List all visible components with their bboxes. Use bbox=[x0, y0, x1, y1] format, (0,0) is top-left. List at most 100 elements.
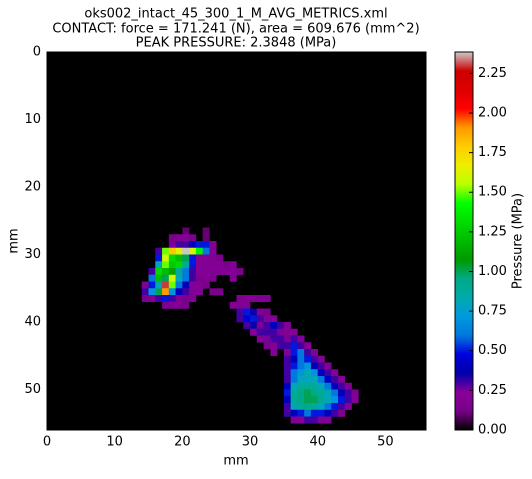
heatmap-cell bbox=[202, 247, 210, 255]
heatmap-cell bbox=[304, 376, 312, 384]
heatmap-cell bbox=[189, 274, 197, 282]
x-tick-label: 20 bbox=[174, 435, 191, 450]
heatmap-cell bbox=[297, 416, 305, 424]
heatmap-cell bbox=[331, 389, 339, 397]
heatmap-cell bbox=[216, 254, 224, 262]
heatmap-cell bbox=[175, 301, 183, 309]
heatmap-cell bbox=[310, 355, 319, 363]
heatmap-cell bbox=[283, 396, 291, 404]
chart-subtitle: CONTACT: force = 171.241 (N), area = 609… bbox=[52, 22, 419, 37]
heatmap-cell bbox=[270, 349, 278, 357]
heatmap-cell bbox=[168, 268, 176, 276]
heatmap-cell bbox=[168, 234, 176, 242]
x-axis-label: mm bbox=[223, 454, 248, 469]
heatmap-cell bbox=[175, 234, 183, 242]
heatmap-cell bbox=[331, 409, 339, 417]
heatmap-cell bbox=[229, 301, 237, 309]
plot-frame bbox=[46, 51, 427, 431]
heatmap-cell bbox=[243, 315, 251, 323]
colorbar-tick-label: 2.00 bbox=[478, 105, 507, 120]
heatmap-cell bbox=[175, 261, 183, 269]
heatmap-cell bbox=[283, 362, 291, 370]
heatmap-cell bbox=[277, 328, 285, 336]
heatmap-cell bbox=[162, 295, 170, 303]
heatmap-cell bbox=[202, 254, 210, 262]
x-tick-label: 40 bbox=[309, 435, 326, 450]
heatmap-cell bbox=[229, 268, 237, 276]
heatmap-cell bbox=[182, 227, 190, 235]
heatmap-cell bbox=[189, 241, 197, 249]
heatmap-cell bbox=[317, 382, 325, 390]
heatmap-cell bbox=[297, 362, 305, 370]
heatmap-cell bbox=[236, 295, 244, 303]
heatmap-cell bbox=[297, 369, 305, 377]
heatmap-cell bbox=[338, 409, 346, 417]
y-tick-label: 30 bbox=[24, 247, 41, 262]
heatmap-cell bbox=[162, 281, 170, 289]
colorbar-label: Pressure (MPa) bbox=[511, 193, 526, 289]
heatmap-cell bbox=[304, 396, 312, 404]
heatmap-cell bbox=[189, 261, 197, 269]
colorbar bbox=[454, 51, 474, 431]
heatmap-cell bbox=[277, 322, 285, 330]
heatmap-cell bbox=[317, 369, 325, 377]
heatmap-cell bbox=[168, 241, 176, 249]
colorbar-tick-label: 1.25 bbox=[478, 224, 507, 239]
heatmap-cell bbox=[331, 369, 339, 377]
heatmap-cell bbox=[222, 261, 231, 269]
heatmap-cell bbox=[202, 281, 210, 289]
heatmap-cell bbox=[256, 322, 264, 330]
heatmap-cell bbox=[202, 261, 210, 269]
heatmap-cell bbox=[290, 328, 298, 336]
heatmap-cell bbox=[310, 416, 319, 424]
heatmap-cell bbox=[344, 396, 352, 404]
heatmap-cell bbox=[263, 342, 271, 350]
heatmap-cell bbox=[263, 328, 271, 336]
heatmap-cell bbox=[182, 301, 190, 309]
heatmap-cell bbox=[290, 376, 298, 384]
heatmap-cell bbox=[256, 315, 264, 323]
heatmap-cell bbox=[317, 376, 325, 384]
heatmap-cell bbox=[195, 274, 203, 282]
heatmap-cell bbox=[297, 355, 305, 363]
x-tick-label: 10 bbox=[106, 435, 123, 450]
x-tick-label: 50 bbox=[377, 435, 394, 450]
heatmap-cell bbox=[189, 295, 197, 303]
y-tick-label: 20 bbox=[24, 180, 41, 195]
heatmap-cell bbox=[290, 369, 298, 377]
heatmap-cell bbox=[263, 308, 271, 316]
heatmap-cell bbox=[195, 261, 203, 269]
heatmap-cell bbox=[304, 403, 312, 411]
heatmap-cell bbox=[189, 281, 197, 289]
heatmap-cell bbox=[155, 274, 163, 282]
heatmap-cell bbox=[324, 389, 332, 397]
heatmap-cell bbox=[317, 409, 325, 417]
heatmap-cell bbox=[310, 369, 319, 377]
heatmap-cell bbox=[310, 362, 319, 370]
heatmap-cell bbox=[310, 389, 319, 397]
heatmap-cell bbox=[168, 288, 176, 296]
heatmap-cell bbox=[331, 376, 339, 384]
heatmap-cell bbox=[283, 403, 291, 411]
heatmap-cell bbox=[310, 376, 319, 384]
heatmap-cell bbox=[182, 241, 190, 249]
heatmap-cell bbox=[216, 268, 224, 276]
colorbar-tick-label: 0.25 bbox=[478, 383, 507, 398]
heatmap-cell bbox=[148, 295, 156, 303]
y-tick-label: 40 bbox=[24, 315, 41, 330]
heatmap-cell bbox=[162, 247, 170, 255]
colorbar-tick-label: 1.75 bbox=[478, 145, 507, 160]
heatmap-cell bbox=[297, 376, 305, 384]
heatmap-cell bbox=[148, 274, 156, 282]
heatmap-cell bbox=[290, 403, 298, 411]
heatmap-cell bbox=[175, 268, 183, 276]
chart-title: oks002_intact_45_300_1_M_AVG_METRICS.xml bbox=[84, 7, 387, 22]
heatmap-cell bbox=[324, 376, 332, 384]
heatmap-cell bbox=[189, 288, 197, 296]
heatmap-cell bbox=[304, 355, 312, 363]
heatmap-cell bbox=[310, 409, 319, 417]
peak-annotation: PEAK PRESSURE: 2.3848 (MPa) bbox=[136, 36, 337, 51]
heatmap-cell bbox=[297, 342, 305, 350]
heatmap-cell bbox=[195, 288, 203, 296]
